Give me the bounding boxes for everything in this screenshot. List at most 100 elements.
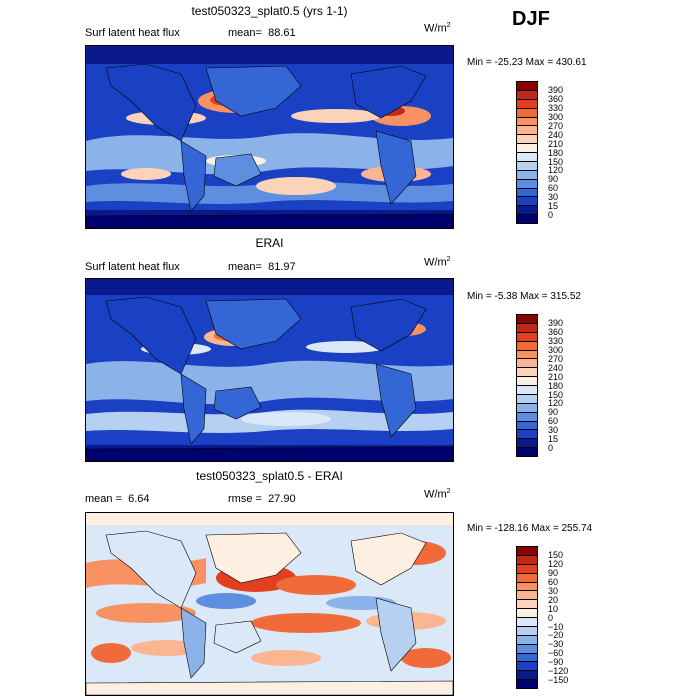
colorbar-tick-label: 330 — [548, 335, 564, 346]
colorbar-tick-label: 30 — [548, 585, 559, 596]
colorbar-tick-label: 390 — [548, 318, 564, 328]
colorbar-tick-label: −20 — [548, 630, 564, 641]
colorbar-swatch — [517, 144, 537, 153]
panel2-map — [85, 278, 454, 462]
colorbar-tick-label: 360 — [548, 326, 564, 337]
colorbar-tick-label: −30 — [548, 639, 564, 650]
season-label: DJF — [512, 8, 550, 30]
colorbar-swatch — [517, 206, 537, 216]
colorbar-swatch — [517, 412, 537, 422]
colorbar-swatch — [517, 386, 537, 395]
colorbar-tick-label: 120 — [548, 398, 564, 409]
colorbar-tick-label: 300 — [548, 111, 564, 122]
panel1-mean-value: 88.61 — [268, 27, 296, 39]
colorbar-swatch — [517, 662, 537, 672]
colorbar-tick-label: 210 — [548, 138, 564, 149]
colorbar-tick-label: −60 — [548, 648, 564, 659]
panel3-rmse-label: rmse = 27.90 — [228, 493, 296, 505]
panel3-title: test050323_splat0.5 - ERAI — [196, 469, 343, 483]
colorbar-tick-label: 10 — [548, 603, 559, 614]
colorbar-swatch — [517, 671, 537, 681]
colorbar-tick-label: 180 — [548, 380, 564, 391]
panel2-mean-label: mean= 81.97 — [228, 261, 296, 273]
panel1-variable-label: Surf latent heat flux — [85, 27, 180, 39]
colorbar-swatch — [517, 377, 537, 386]
colorbar-tick-label: 360 — [548, 93, 564, 104]
panel3-map — [85, 512, 454, 696]
colorbar-tick-label: 20 — [548, 594, 559, 605]
colorbar-swatch — [517, 359, 537, 369]
colorbar-swatch — [517, 341, 537, 351]
colorbar-swatch — [517, 591, 537, 601]
panel3-colorbar-labels: 150 120 90 60 30 20 10 0 −10 −20 −30 −60 −90 −120 −150 — [548, 551, 568, 685]
colorbar-tick-label: 180 — [548, 147, 564, 158]
colorbar-swatch — [517, 618, 537, 627]
colorbar-swatch — [517, 680, 537, 688]
colorbar-swatch — [517, 108, 537, 118]
panel2-map-field — [86, 279, 453, 461]
colorbar-swatch — [517, 332, 537, 342]
colorbar-swatch — [517, 153, 537, 162]
colorbar-tick-label: 30 — [548, 425, 559, 436]
panel3-colorbar — [516, 546, 538, 689]
colorbar-swatch — [517, 126, 537, 136]
colorbar-tick-label: 0 — [548, 612, 554, 623]
colorbar-swatch — [517, 564, 537, 574]
colorbar-swatch — [517, 179, 537, 189]
colorbar-swatch — [517, 170, 537, 180]
panel1-colorbar-labels: 390 360 330 300 270 240 210 180 150 120 90 60 30 15 0 — [548, 86, 563, 220]
colorbar-swatch — [517, 394, 537, 404]
colorbar-tick-label: 120 — [548, 165, 564, 176]
colorbar-tick-label: 90 — [548, 407, 559, 418]
panel2-title: ERAI — [255, 236, 284, 250]
colorbar-swatch — [517, 600, 537, 610]
colorbar-swatch — [517, 421, 537, 431]
colorbar-tick-label: 90 — [548, 567, 559, 578]
colorbar-tick-label: 30 — [548, 192, 559, 203]
colorbar-tick-label: 270 — [548, 353, 564, 364]
colorbar-tick-label: 300 — [548, 344, 564, 355]
colorbar-swatch — [517, 635, 537, 645]
panel3-mean-value: 6.64 — [128, 493, 150, 505]
colorbar-swatch — [517, 197, 537, 207]
colorbar-tick-label: 330 — [548, 102, 564, 113]
colorbar-tick-label: −10 — [548, 621, 564, 632]
colorbar-swatch — [517, 161, 537, 171]
colorbar-swatch — [517, 644, 537, 654]
panel3-mean-label: mean = 6.64 — [85, 493, 150, 505]
panel1-title: test050323_splat0.5 (yrs 1-1) — [191, 4, 348, 18]
panel1-minmax: Min = -25.23 Max = 430.61 — [467, 57, 587, 68]
colorbar-tick-label: −120 — [548, 666, 569, 677]
colorbar-tick-label: 270 — [548, 120, 564, 131]
panel1-mean-label: mean= 88.61 — [228, 27, 296, 39]
colorbar-tick-label: 60 — [548, 576, 559, 587]
colorbar-swatch — [517, 403, 537, 413]
panel3-units: W/m2 — [424, 488, 451, 501]
panel2-units: W/m2 — [424, 256, 451, 269]
colorbar-swatch — [517, 188, 537, 198]
colorbar-tick-label: 0 — [548, 210, 554, 221]
colorbar-swatch — [517, 439, 537, 449]
colorbar-tick-label: −90 — [548, 657, 564, 668]
colorbar-tick-label: −150 — [548, 675, 569, 686]
colorbar-swatch — [517, 368, 537, 378]
colorbar-tick-label: 60 — [548, 416, 559, 427]
colorbar-swatch — [517, 582, 537, 592]
panel2-variable-label: Surf latent heat flux — [85, 261, 180, 273]
colorbar-swatch — [517, 573, 537, 583]
colorbar-swatch — [517, 653, 537, 663]
colorbar-swatch — [517, 430, 537, 440]
colorbar-swatch — [517, 99, 537, 109]
colorbar-tick-label: 60 — [548, 183, 559, 194]
colorbar-swatch — [517, 135, 537, 145]
panel3-map-field — [86, 513, 453, 695]
colorbar-swatch — [517, 90, 537, 100]
panel2-colorbar — [516, 314, 538, 457]
panel2-colorbar-labels: 390 360 330 300 270 240 210 180 150 120 90 60 30 15 0 — [548, 319, 563, 453]
colorbar-swatch — [517, 350, 537, 360]
colorbar-tick-label: 150 — [548, 389, 564, 400]
colorbar-tick-label: 210 — [548, 371, 564, 382]
colorbar-tick-label: 90 — [548, 174, 559, 185]
colorbar-swatch — [517, 215, 537, 223]
colorbar-tick-label: 240 — [548, 129, 564, 140]
